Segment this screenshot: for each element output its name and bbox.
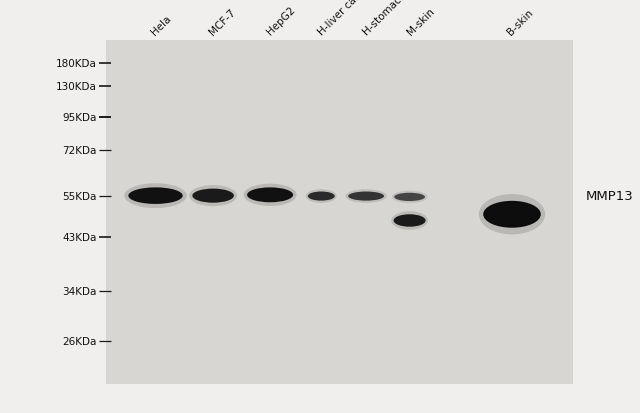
Ellipse shape	[392, 191, 428, 204]
Text: 26KDa: 26KDa	[62, 336, 97, 346]
Text: B-skin: B-skin	[505, 7, 534, 37]
Ellipse shape	[348, 192, 384, 201]
Ellipse shape	[394, 215, 426, 227]
Text: HepG2: HepG2	[265, 5, 297, 37]
Text: 130KDa: 130KDa	[56, 82, 97, 92]
Ellipse shape	[346, 190, 387, 203]
Ellipse shape	[391, 211, 428, 230]
Text: MCF-7: MCF-7	[207, 7, 237, 37]
Text: 34KDa: 34KDa	[62, 286, 97, 296]
Ellipse shape	[247, 188, 293, 203]
Text: MMP13: MMP13	[586, 190, 634, 203]
Text: H-liver cancer: H-liver cancer	[316, 0, 375, 37]
Ellipse shape	[306, 190, 337, 203]
Text: 95KDa: 95KDa	[62, 113, 97, 123]
Ellipse shape	[244, 184, 296, 206]
Text: 180KDa: 180KDa	[56, 59, 97, 69]
Ellipse shape	[189, 186, 237, 206]
Text: 72KDa: 72KDa	[62, 146, 97, 156]
Ellipse shape	[479, 195, 545, 235]
Ellipse shape	[483, 202, 541, 228]
Text: 43KDa: 43KDa	[62, 233, 97, 242]
Text: H-stomach cancer: H-stomach cancer	[361, 0, 435, 37]
Ellipse shape	[192, 189, 234, 203]
Ellipse shape	[308, 192, 335, 201]
Ellipse shape	[128, 188, 183, 204]
Text: 55KDa: 55KDa	[62, 191, 97, 201]
Bar	[106, 41, 573, 384]
Ellipse shape	[124, 184, 187, 209]
Text: Hela: Hela	[150, 14, 173, 37]
Text: M-skin: M-skin	[406, 6, 436, 37]
Ellipse shape	[394, 193, 425, 202]
